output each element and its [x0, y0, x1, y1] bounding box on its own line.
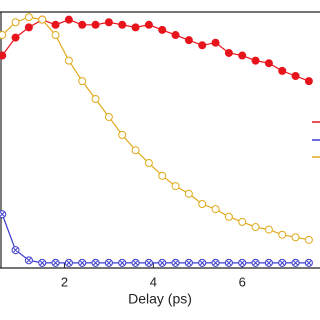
point-cross	[186, 260, 192, 266]
point-cross	[106, 260, 112, 266]
data-point	[78, 77, 87, 86]
point-cross	[119, 260, 125, 266]
data-point	[24, 13, 33, 22]
data-point	[171, 31, 180, 40]
data-point	[0, 31, 7, 40]
point-cross	[253, 260, 258, 266]
data-point	[278, 66, 287, 75]
data-point	[118, 20, 127, 29]
data-point	[304, 235, 313, 244]
point-cross	[213, 260, 218, 266]
point-cross	[306, 260, 312, 266]
data-point	[304, 77, 313, 86]
data-point	[238, 217, 247, 226]
point-cross	[133, 260, 138, 266]
data-point	[211, 38, 220, 47]
data-point	[104, 18, 113, 27]
point-cross	[146, 260, 152, 266]
point-cross	[26, 257, 32, 263]
data-point	[198, 41, 207, 50]
data-point	[131, 23, 140, 32]
series-line	[1, 19, 310, 82]
x-tick-label: 2	[61, 274, 68, 289]
data-point	[278, 230, 287, 239]
data-point	[264, 225, 273, 234]
data-point	[224, 48, 233, 57]
data-point	[24, 23, 33, 32]
data-point	[91, 95, 100, 104]
data-point	[38, 15, 47, 24]
point-cross	[239, 260, 245, 266]
data-point	[144, 159, 153, 168]
point-cross	[226, 260, 232, 266]
data-point	[171, 182, 180, 191]
point-cross	[173, 260, 178, 266]
data-point	[91, 20, 100, 29]
point-cross	[53, 260, 58, 266]
data-point	[51, 20, 60, 29]
data-point	[211, 205, 220, 214]
data-point	[184, 36, 193, 45]
series-line	[1, 214, 309, 264]
data-point	[238, 51, 247, 60]
data-point	[78, 20, 87, 29]
point-cross	[279, 260, 285, 266]
data-point	[64, 15, 73, 24]
data-point	[158, 171, 167, 180]
point-cross	[93, 260, 98, 266]
data-point	[0, 51, 7, 60]
data-point	[184, 189, 193, 198]
data-point	[131, 146, 140, 155]
data-point	[251, 56, 260, 65]
data-point	[158, 25, 167, 34]
data-point	[118, 130, 127, 139]
point-cross	[39, 260, 45, 266]
point-cross	[13, 247, 18, 253]
point-cross	[293, 260, 298, 266]
point-cross	[199, 260, 205, 266]
point-cross	[66, 260, 72, 266]
data-point	[104, 112, 113, 121]
data-point	[51, 31, 60, 40]
x-tick-label: 4	[150, 274, 157, 289]
data-point	[144, 20, 153, 29]
data-point	[224, 212, 233, 221]
data-point	[11, 18, 20, 27]
data-point	[198, 200, 207, 208]
point-cross	[266, 260, 272, 266]
series-line	[1, 16, 310, 241]
point-cross	[0, 211, 5, 217]
data-point	[251, 223, 260, 232]
data-point	[264, 59, 273, 68]
point-cross	[79, 260, 85, 266]
data-point	[291, 233, 300, 242]
point-cross	[159, 260, 165, 266]
x-tick-label: 6	[239, 274, 246, 289]
data-point	[11, 33, 20, 42]
x-axis-label: Delay (ps)	[128, 291, 192, 307]
data-point	[291, 72, 300, 80]
data-point	[64, 56, 73, 65]
